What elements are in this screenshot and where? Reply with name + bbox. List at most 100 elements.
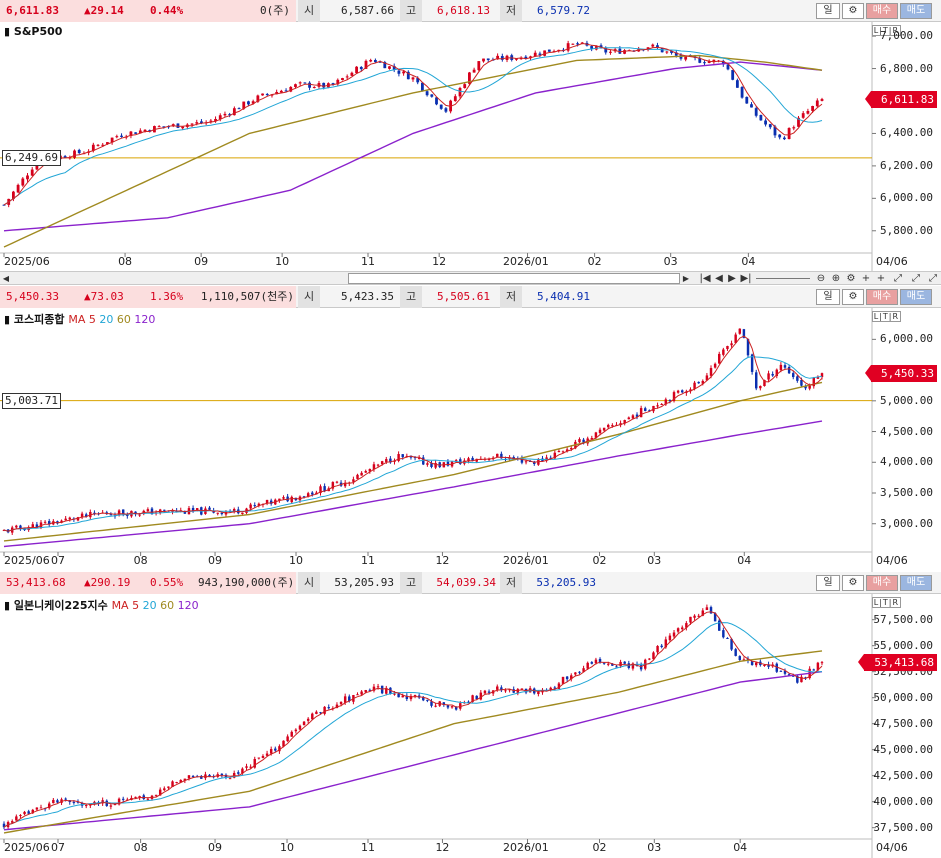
x-tick-label: 10: [275, 255, 290, 268]
y-tick-label: 6,000.00: [880, 332, 933, 346]
candle-body: [656, 645, 659, 653]
settings-gear-icon[interactable]: ⚙: [842, 289, 864, 305]
buy-button[interactable]: 매수: [866, 289, 898, 305]
price-chart[interactable]: ▮ S&P500 L|T|R 7,000.006,800.006,600.006…: [0, 22, 941, 271]
candle-body: [12, 191, 15, 200]
x-tick-label: 12: [435, 554, 450, 567]
fit-view-icon[interactable]: ⤢: [912, 273, 920, 284]
scroll-thumb[interactable]: [348, 273, 680, 284]
chart-scrollbar[interactable]: ◀ ▶ |◀ ◀ ▶ ▶| ⊖ ⊕ ⚙ + + ⤢ ⤢ ⤢: [0, 271, 941, 285]
candle-body: [755, 662, 758, 666]
candle-body: [738, 328, 742, 334]
quote-header: 6,611.83 ▲29.14 0.44% 0(주) 시 6,587.66 고 …: [0, 0, 941, 22]
candle-body: [352, 479, 355, 482]
sell-button[interactable]: 매도: [900, 3, 932, 19]
chart-title: ▮ 일본니케이225지수 MA 5 20 60 120: [4, 597, 199, 613]
candle-body: [417, 457, 421, 459]
settings-gear-icon[interactable]: ⚙: [842, 575, 864, 591]
candle-body: [685, 391, 688, 394]
high-label: 고: [400, 572, 422, 594]
candle-body: [385, 687, 388, 694]
open-label: 시: [298, 286, 320, 308]
scroll-left-arrow-icon[interactable]: ◀: [2, 274, 10, 283]
price-chart[interactable]: ▮ 일본니케이225지수 MA 5 20 60 120 L|T|R 57,500…: [0, 594, 941, 858]
candle-body: [656, 45, 659, 48]
candlestick-plot[interactable]: [0, 594, 941, 858]
add-indicator-icon[interactable]: +: [876, 273, 886, 284]
candle-body: [409, 695, 413, 700]
candle-body: [171, 510, 174, 513]
candle-body: [504, 690, 507, 692]
buy-button[interactable]: 매수: [866, 3, 898, 19]
candle-body: [745, 96, 749, 104]
ma60-line: [3, 650, 823, 834]
candle-body: [816, 376, 820, 379]
sell-button[interactable]: 매도: [900, 575, 932, 591]
candle-body: [216, 512, 219, 514]
candle-body: [84, 514, 88, 517]
zoom-in-icon[interactable]: ⊕: [831, 273, 841, 284]
candlestick-plot[interactable]: [0, 308, 941, 572]
candle-body: [713, 613, 717, 622]
candle-body: [30, 169, 34, 176]
candle-body: [372, 686, 376, 691]
candle-body: [674, 52, 678, 56]
last-page-icon[interactable]: ▶|: [740, 273, 752, 284]
candle-body: [163, 788, 166, 791]
candle-body: [143, 129, 147, 132]
scale-toggle[interactable]: L|T|R: [871, 25, 901, 36]
buy-button[interactable]: 매수: [866, 575, 898, 591]
zoom-slider[interactable]: [756, 272, 810, 279]
candle-body: [406, 71, 410, 80]
candle-body: [303, 82, 307, 84]
candle-body: [812, 377, 816, 387]
candle-body: [265, 94, 269, 96]
scale-toggle[interactable]: L|T|R: [871, 311, 901, 322]
price-chart[interactable]: ▮ 코스피종합 MA 5 20 60 120 L|T|R 6,000.005,5…: [0, 308, 941, 572]
candle-body: [538, 53, 542, 55]
period-day-button[interactable]: 일: [816, 3, 840, 19]
period-day-button[interactable]: 일: [816, 289, 840, 305]
panel-nikkei: 53,413.68 ▲290.19 0.55% 943,190,000(주) 시…: [0, 572, 941, 858]
candle-body: [693, 615, 696, 618]
candle-body: [101, 800, 104, 804]
current-price-marker: 6,611.83: [865, 91, 937, 109]
quote-header: 53,413.68 ▲290.19 0.55% 943,190,000(주) 시…: [0, 572, 941, 594]
candle-body: [360, 472, 363, 476]
x-tick-label: 07: [50, 841, 65, 854]
candle-body: [446, 461, 450, 466]
prev-page-icon[interactable]: ◀: [715, 273, 723, 284]
candle-body: [787, 674, 791, 676]
fit-view-icon[interactable]: ⤢: [929, 273, 937, 284]
candlestick-plot[interactable]: [0, 22, 941, 271]
scroll-right-arrow-icon[interactable]: ▶: [682, 274, 690, 283]
candle-body: [755, 372, 758, 389]
candle-body: [467, 701, 470, 703]
period-day-button[interactable]: 일: [816, 575, 840, 591]
settings-gear-icon[interactable]: ⚙: [842, 3, 864, 19]
ma-legend-120: 120: [177, 599, 199, 612]
ma-legend-prefix: MA: [68, 313, 86, 326]
next-page-icon[interactable]: ▶: [728, 273, 736, 284]
first-page-icon[interactable]: |◀: [699, 273, 711, 284]
add-indicator-icon[interactable]: +: [861, 273, 871, 284]
y-tick-label: 57,500.00: [873, 612, 933, 626]
candle-body: [763, 665, 766, 667]
sell-button[interactable]: 매도: [900, 289, 932, 305]
zoom-out-icon[interactable]: ⊖: [816, 273, 826, 284]
scale-toggle[interactable]: L|T|R: [871, 597, 901, 608]
candle-body: [265, 499, 269, 504]
candle-body: [797, 117, 800, 127]
candle-body: [146, 509, 150, 512]
candle-body: [430, 701, 433, 706]
fit-view-icon[interactable]: ⤢: [894, 273, 902, 284]
candle-body: [175, 782, 178, 784]
chart-settings-icon[interactable]: ⚙: [846, 273, 856, 284]
candle-body: [120, 135, 123, 137]
candle-body: [200, 776, 203, 779]
candle-body: [176, 123, 180, 128]
candle-body: [718, 620, 721, 631]
candle-body: [93, 512, 96, 514]
candle-body: [60, 520, 63, 523]
candle-body: [734, 649, 737, 656]
